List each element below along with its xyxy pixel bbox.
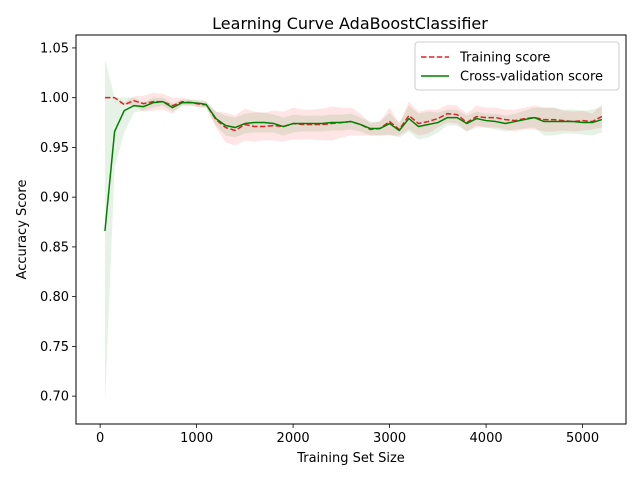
x-axis-label: Training Set Size [296, 451, 405, 466]
x-tick-label: 0 [96, 431, 104, 446]
x-tick-label: 1000 [180, 431, 213, 446]
x-tick-label: 3000 [373, 431, 406, 446]
y-tick-label: 0.95 [40, 141, 69, 156]
y-tick-label: 0.80 [40, 290, 69, 305]
x-tick-label: 5000 [566, 431, 599, 446]
y-tick-label: 0.75 [40, 340, 69, 355]
x-tick-label: 2000 [277, 431, 310, 446]
legend-cv-label: Cross-validation score [460, 70, 603, 85]
plot-frame [75, 34, 627, 425]
y-tick-label: 1.05 [40, 41, 69, 56]
y-tick-label: 0.90 [40, 191, 69, 206]
y-tick-label: 0.70 [40, 390, 69, 405]
x-tick-label: 4000 [470, 431, 503, 446]
y-tick-label: 1.00 [40, 91, 69, 106]
legend-training-label: Training score [459, 51, 550, 66]
y-tick-label: 0.85 [40, 240, 69, 255]
legend-box [414, 41, 620, 91]
training-std-band [104, 92, 602, 146]
chart-title: Learning Curve AdaBoostClassifier [212, 14, 488, 33]
cv-score-line [104, 100, 603, 232]
legend: Training score Cross-validation score [414, 41, 620, 91]
cv-std-band [104, 58, 602, 406]
y-axis-label: Accuracy Score [15, 180, 30, 280]
